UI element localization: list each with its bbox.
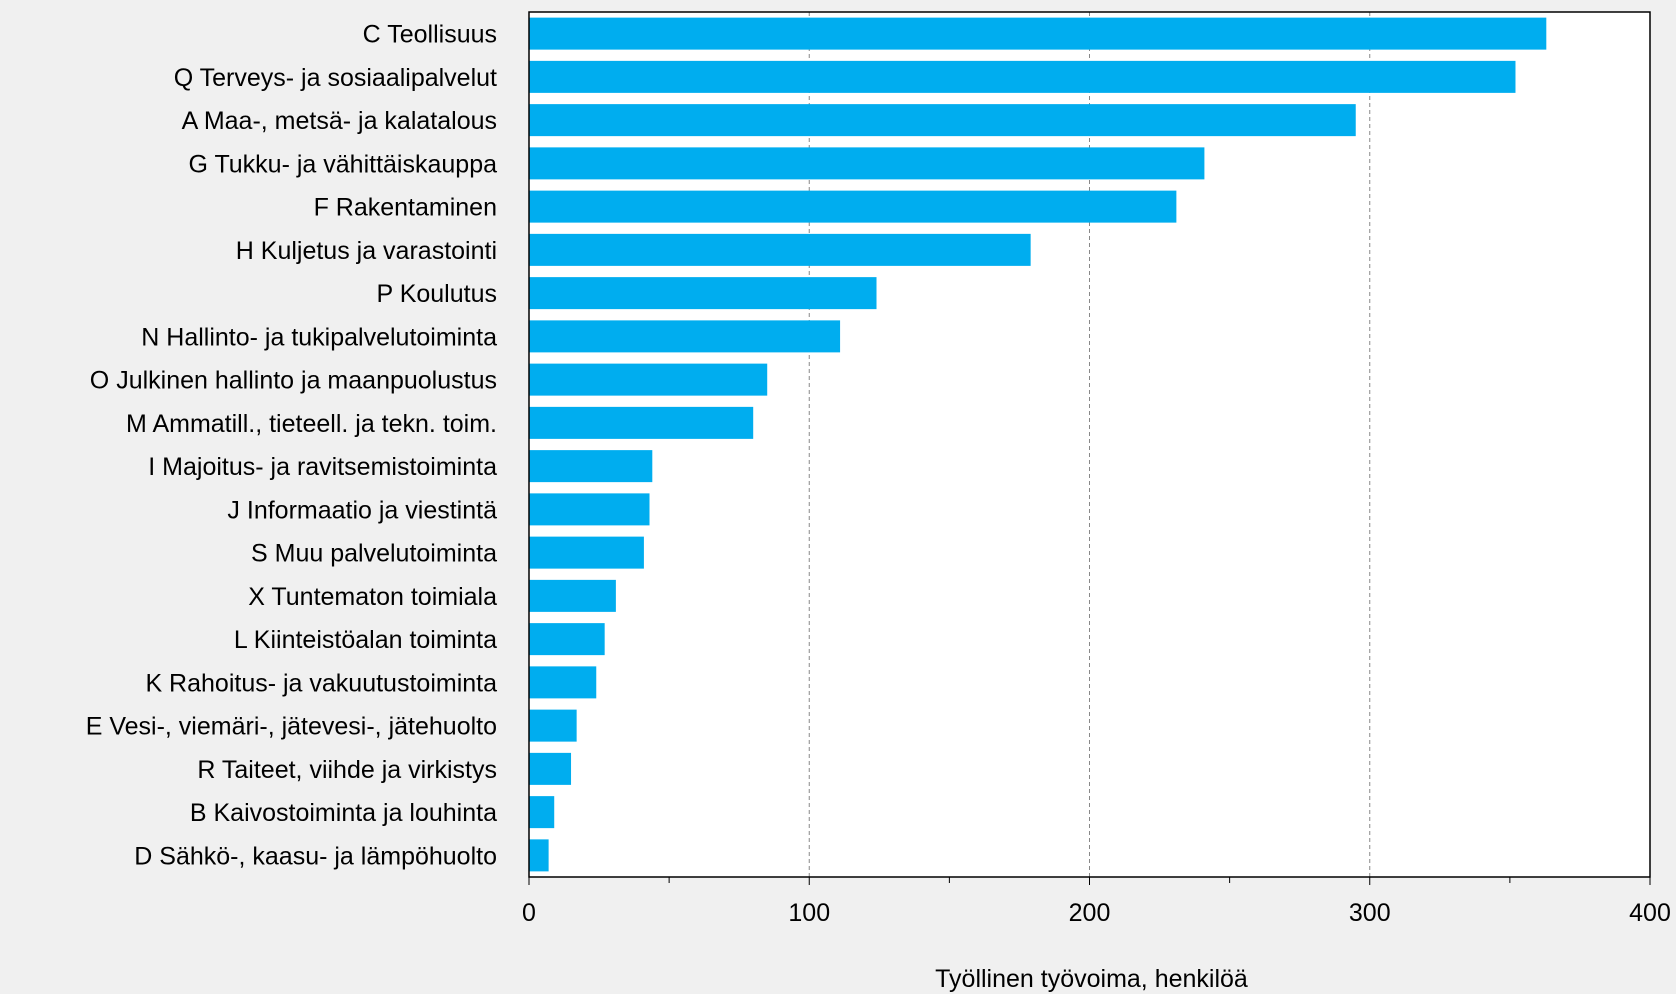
x-tick-label: 200	[1069, 899, 1111, 927]
bar	[529, 17, 1547, 50]
x-axis-title: Työllinen työvoima, henkilöä	[935, 965, 1248, 993]
category-label: M Ammatill., tieteell. ja tekn. toim.	[126, 410, 497, 438]
category-label: F Rakentaminen	[314, 194, 497, 222]
bar	[529, 233, 1031, 266]
category-label: R Taiteet, viihde ja virkistys	[197, 756, 497, 784]
x-axis-ticks: 0 100 200 300 400	[522, 877, 1671, 927]
x-tick-label: 0	[522, 899, 536, 927]
plot-frame	[528, 11, 1651, 878]
category-label: G Tukku- ja vähittäiskauppa	[189, 150, 498, 178]
x-tick-label: 400	[1629, 899, 1671, 927]
category-label: P Koulutus	[377, 280, 497, 308]
category-labels: C Teollisuus Q Terveys- ja sosiaalipalvel…	[86, 21, 497, 871]
category-label: C Teollisuus	[363, 21, 497, 49]
category-label: K Rahoitus- ja vakuutustoiminta	[145, 669, 497, 697]
x-tick-label: 300	[1349, 899, 1391, 927]
bar	[529, 709, 577, 742]
bar	[529, 579, 616, 612]
category-label: J Informaatio ja viestintä	[227, 496, 497, 524]
bar	[529, 493, 650, 526]
bar	[529, 623, 605, 656]
bar	[529, 277, 877, 310]
category-label: B Kaivostoiminta ja louhinta	[190, 799, 497, 827]
bar	[529, 60, 1516, 93]
bar	[529, 839, 549, 872]
category-label: I Majoitus- ja ravitsemistoiminta	[148, 453, 497, 481]
bar	[529, 104, 1356, 137]
bar	[529, 190, 1177, 223]
category-label: A Maa-, metsä- ja kalatalous	[182, 107, 497, 135]
bar	[529, 752, 572, 785]
bar	[529, 363, 768, 396]
bar	[529, 796, 555, 829]
bar	[529, 536, 644, 569]
category-label: D Sähkö-, kaasu- ja lämpöhuolto	[134, 842, 497, 870]
bar	[529, 666, 597, 699]
category-label: Q Terveys- ja sosiaalipalvelut	[174, 64, 497, 92]
bar	[529, 450, 653, 483]
category-label: X Tuntematon toimiala	[248, 583, 497, 611]
category-label: O Julkinen hallinto ja maanpuolustus	[90, 367, 497, 395]
x-tick-label: 100	[788, 899, 830, 927]
category-label: L Kiinteistöalan toiminta	[234, 626, 497, 654]
bars	[529, 17, 1547, 872]
category-label: N Hallinto- ja tukipalvelutoiminta	[141, 323, 497, 351]
bar	[529, 147, 1205, 180]
bar	[529, 320, 841, 353]
category-label: H Kuljetus ja varastointi	[236, 237, 497, 265]
bar	[529, 406, 754, 439]
category-label: S Muu palvelutoiminta	[251, 540, 497, 568]
category-label: E Vesi-, viemäri-, jätevesi-, jätehuolto	[86, 713, 497, 741]
